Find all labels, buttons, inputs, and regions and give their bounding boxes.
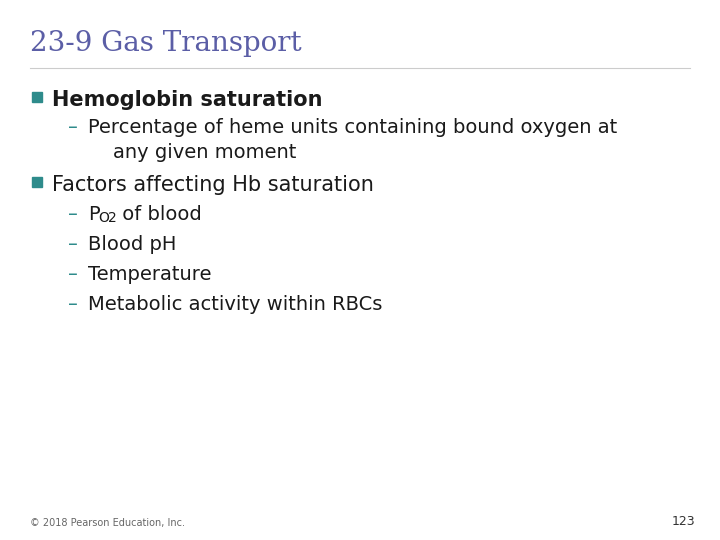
Bar [32, 177, 42, 187]
Text: Metabolic activity within RBCs: Metabolic activity within RBCs [88, 295, 382, 314]
Text: Percentage of heme units containing bound oxygen at
    any given moment: Percentage of heme units containing boun… [88, 118, 617, 162]
Text: –: – [68, 205, 78, 224]
Text: 23-9 Gas Transport: 23-9 Gas Transport [30, 30, 302, 57]
Text: O: O [98, 211, 109, 225]
Text: 123: 123 [671, 515, 695, 528]
Text: –: – [68, 265, 78, 284]
Text: –: – [68, 295, 78, 314]
Text: Temperature: Temperature [88, 265, 212, 284]
Bar [32, 92, 42, 102]
Text: P: P [88, 205, 99, 224]
Text: of blood: of blood [116, 205, 202, 224]
Text: 2: 2 [108, 211, 117, 225]
Text: Hemoglobin saturation: Hemoglobin saturation [52, 90, 323, 110]
Text: Factors affecting Hb saturation: Factors affecting Hb saturation [52, 175, 374, 195]
Text: –: – [68, 118, 78, 137]
Text: © 2018 Pearson Education, Inc.: © 2018 Pearson Education, Inc. [30, 518, 185, 528]
Text: –: – [68, 235, 78, 254]
Text: Blood pH: Blood pH [88, 235, 176, 254]
